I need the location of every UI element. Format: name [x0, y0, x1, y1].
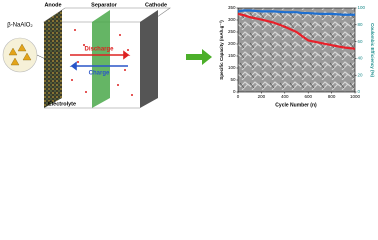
- y-tick-label: 150: [228, 53, 236, 58]
- cathode: [140, 10, 158, 108]
- anode-label: Anode: [44, 2, 61, 8]
- y2-tick-label: 100: [358, 5, 366, 10]
- link-arrow: [186, 49, 212, 65]
- electrolyte-label: Electrolyte: [48, 101, 76, 107]
- sem-image: [238, 8, 355, 92]
- y-tick-label: 50: [230, 77, 236, 82]
- discharge-arrow: [70, 50, 131, 60]
- y-tick-label: 300: [228, 17, 236, 22]
- data-line: [237, 9, 355, 16]
- x-tick-label: 1000: [350, 94, 361, 99]
- y-tick-label: 350: [228, 5, 236, 10]
- cathode-label: Cathode: [145, 2, 167, 8]
- y2-tick-label: 40: [358, 56, 364, 61]
- plot-frame: [237, 7, 356, 93]
- x-tick-label: 200: [258, 94, 266, 99]
- x-tick-label: 0: [237, 94, 240, 99]
- y-tick-label: 0: [233, 89, 236, 94]
- y-tick-label: 250: [228, 29, 236, 34]
- separator-label: Separator: [91, 2, 118, 8]
- x-tick-label: 600: [304, 94, 312, 99]
- charge-arrow: [69, 61, 128, 71]
- material-label: β-NaAlO₂: [7, 23, 33, 29]
- separator: [92, 10, 110, 108]
- y2-tick-label: 0: [358, 89, 361, 94]
- data-line: [237, 12, 356, 50]
- y-tick-label: 200: [228, 41, 236, 46]
- x-tick-label: 800: [328, 94, 336, 99]
- x-tick-label: 400: [281, 94, 289, 99]
- y2-tick-label: 80: [358, 22, 364, 27]
- material-icon: [2, 37, 56, 73]
- ions: [71, 29, 133, 96]
- y-axis-label: Specific Capacity (mAh.g⁻¹): [219, 20, 224, 80]
- y2-axis-label: Coulombic Efficiency (%): [370, 23, 375, 78]
- y2-tick-label: 60: [358, 39, 364, 44]
- y2-tick-label: 20: [358, 72, 364, 77]
- charge-label: Charge: [89, 71, 110, 77]
- graphical-abstract: β-NaAlO₂ Discharge Charge Anode Separato…: [2, 2, 375, 108]
- x-axis-label: Cycle Number (n): [275, 102, 317, 108]
- discharge-label: Discharge: [84, 47, 114, 53]
- anode: [44, 10, 62, 108]
- y-tick-label: 100: [228, 65, 236, 70]
